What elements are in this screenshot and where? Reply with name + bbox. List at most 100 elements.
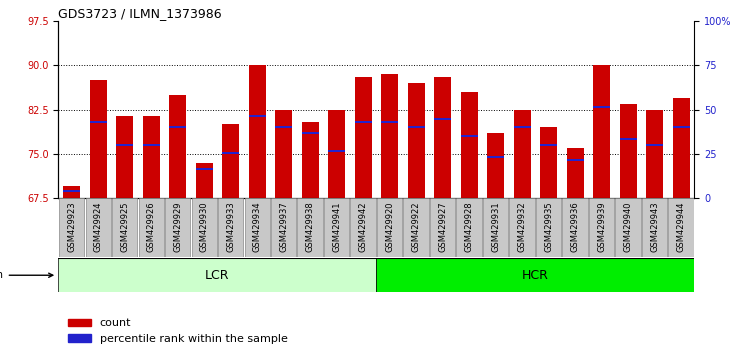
Text: GSM429938: GSM429938 (306, 201, 315, 252)
Text: GSM429925: GSM429925 (120, 201, 129, 252)
Bar (461, 92, 478, 198)
Bar (328, 150, 345, 152)
Bar (381, 120, 398, 122)
Bar (642, 198, 667, 257)
Text: GSM429932: GSM429932 (518, 201, 527, 252)
Bar (90, 80, 107, 198)
Bar (434, 118, 451, 120)
Bar (514, 110, 531, 198)
Bar (562, 198, 588, 257)
Text: GSM429922: GSM429922 (412, 201, 421, 252)
Text: GSM429928: GSM429928 (465, 201, 474, 252)
Bar (58, 258, 376, 292)
Bar (298, 198, 323, 257)
Bar (112, 198, 137, 257)
Bar (249, 115, 266, 117)
Bar (143, 116, 160, 198)
Text: GSM429940: GSM429940 (624, 201, 633, 252)
Bar (377, 198, 403, 257)
Bar (143, 144, 160, 146)
Bar (355, 77, 372, 198)
Bar (90, 120, 107, 122)
Text: GSM429941: GSM429941 (332, 201, 341, 252)
Bar (116, 144, 133, 146)
Text: GSM429924: GSM429924 (94, 201, 103, 252)
Bar (169, 95, 186, 198)
Bar (514, 126, 531, 129)
Bar (355, 120, 372, 122)
Bar (196, 163, 213, 198)
Text: GDS3723 / ILMN_1373986: GDS3723 / ILMN_1373986 (58, 7, 222, 20)
Bar (487, 133, 504, 198)
Bar (350, 198, 376, 257)
Bar (430, 198, 455, 257)
Bar (222, 152, 239, 154)
Bar (192, 198, 217, 257)
Bar (86, 198, 111, 257)
Text: GSM429923: GSM429923 (67, 201, 76, 252)
Text: GSM429943: GSM429943 (650, 201, 659, 252)
Text: GSM429934: GSM429934 (253, 201, 262, 252)
Bar (673, 98, 690, 198)
Bar (461, 135, 478, 137)
Text: GSM429930: GSM429930 (200, 201, 209, 252)
Bar (302, 132, 319, 135)
Bar (275, 110, 292, 198)
Text: GSM429942: GSM429942 (359, 201, 368, 252)
Text: GSM429926: GSM429926 (147, 201, 156, 252)
Text: LCR: LCR (205, 269, 230, 282)
Bar (646, 144, 663, 146)
Bar (593, 65, 610, 198)
Bar (59, 198, 85, 257)
Bar (275, 126, 292, 129)
Bar (218, 198, 243, 257)
Bar (404, 198, 429, 257)
Bar (381, 74, 398, 198)
Bar (249, 65, 266, 198)
Bar (673, 126, 690, 129)
Bar (668, 198, 694, 257)
Bar (434, 77, 451, 198)
Bar (408, 83, 425, 198)
Bar (567, 159, 584, 161)
Text: GSM429939: GSM429939 (597, 201, 606, 252)
Bar (483, 198, 509, 257)
Bar (222, 125, 239, 198)
Text: GSM429931: GSM429931 (491, 201, 500, 252)
Bar (487, 156, 504, 158)
Bar (138, 198, 164, 257)
Bar (408, 126, 425, 129)
Bar (244, 198, 270, 257)
Text: GSM429927: GSM429927 (438, 201, 447, 252)
Bar (620, 138, 637, 140)
Text: GSM429937: GSM429937 (279, 201, 288, 252)
Bar (456, 198, 482, 257)
Bar (620, 104, 637, 198)
Bar (646, 110, 663, 198)
Text: GSM429935: GSM429935 (544, 201, 553, 252)
Bar (376, 258, 694, 292)
Bar (196, 168, 213, 170)
Bar (63, 187, 80, 198)
Bar (302, 121, 319, 198)
Text: GSM429933: GSM429933 (226, 201, 235, 252)
Text: GSM429944: GSM429944 (677, 201, 686, 252)
Bar (271, 198, 297, 257)
Bar (540, 127, 557, 198)
Bar (165, 198, 191, 257)
Text: HCR: HCR (522, 269, 549, 282)
Bar (616, 198, 641, 257)
Bar (593, 106, 610, 108)
Bar (116, 116, 133, 198)
Bar (328, 110, 345, 198)
Bar (567, 148, 584, 198)
Legend: count, percentile rank within the sample: count, percentile rank within the sample (64, 314, 292, 348)
Bar (540, 144, 557, 146)
Bar (536, 198, 561, 257)
Bar (169, 126, 186, 129)
Text: GSM429920: GSM429920 (385, 201, 394, 252)
Bar (324, 198, 349, 257)
Bar (510, 198, 535, 257)
Text: strain: strain (0, 270, 53, 280)
Text: GSM429936: GSM429936 (571, 201, 580, 252)
